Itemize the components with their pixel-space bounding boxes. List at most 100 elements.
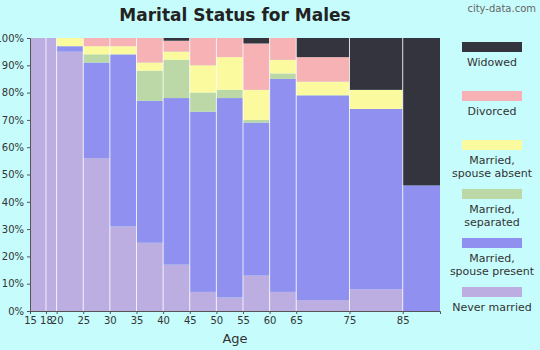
y-tick-label: 20% bbox=[2, 251, 24, 262]
legend-swatch bbox=[462, 91, 522, 101]
x-tick: 65 bbox=[290, 311, 303, 326]
bar-separator bbox=[269, 38, 270, 311]
x-tick: 50 bbox=[210, 311, 223, 326]
bar-segment bbox=[216, 90, 243, 98]
bar-segment bbox=[349, 109, 402, 289]
bar-segment bbox=[270, 38, 297, 39]
y-tick-label: 60% bbox=[2, 142, 24, 153]
x-tick-label: 50 bbox=[210, 315, 223, 326]
x-axis-title: Age bbox=[222, 331, 247, 346]
bar-segment bbox=[296, 57, 349, 82]
bar-segment bbox=[243, 123, 270, 276]
x-tick-label: 85 bbox=[397, 315, 410, 326]
bar-segment bbox=[190, 93, 217, 112]
x-tick: 30 bbox=[104, 311, 117, 326]
bar-segment bbox=[57, 52, 84, 311]
x-tick: 60 bbox=[264, 311, 277, 326]
x-tick-label: 30 bbox=[104, 315, 117, 326]
bar-separator bbox=[109, 38, 110, 311]
x-tick: 85 bbox=[397, 311, 410, 326]
y-tick-label: 90% bbox=[2, 60, 24, 71]
title: Marital Status for Males bbox=[119, 5, 350, 25]
y-tick-label: 30% bbox=[2, 224, 24, 235]
y-tick: 90% bbox=[2, 60, 30, 71]
bar-segment bbox=[83, 54, 110, 62]
y-tick-mark bbox=[27, 175, 30, 176]
y-tick-label: 40% bbox=[2, 197, 24, 208]
bar-segment bbox=[190, 38, 217, 39]
bar-segment bbox=[243, 90, 270, 120]
y-tick: 50% bbox=[2, 169, 30, 180]
bar-separator bbox=[402, 38, 403, 311]
x-tick: 20 bbox=[51, 311, 64, 326]
x-tick-mark bbox=[190, 311, 191, 314]
bar-segment bbox=[110, 38, 137, 46]
bar-segment bbox=[46, 38, 57, 311]
x-tick-mark bbox=[136, 311, 137, 314]
bar-segment bbox=[270, 38, 297, 60]
bar-segment bbox=[110, 46, 137, 54]
bar-segment bbox=[216, 98, 243, 297]
bar-segment bbox=[296, 82, 349, 96]
y-tick-label: 80% bbox=[2, 87, 24, 98]
bar-segment bbox=[190, 38, 217, 65]
x-tick-mark bbox=[270, 311, 271, 314]
bar-segment bbox=[243, 43, 270, 89]
bar-segment bbox=[136, 101, 163, 243]
legend-label: Married,separated bbox=[464, 203, 520, 229]
bar-separator bbox=[296, 38, 297, 311]
bar-segment bbox=[270, 292, 297, 311]
y-tick-mark bbox=[27, 284, 30, 285]
bar-separator bbox=[163, 38, 164, 311]
y-axis: 0% 10% 20% 30% 40% 50% 60% 70% 80% 90% 100% bbox=[0, 33, 31, 317]
y-tick-mark bbox=[27, 311, 30, 312]
bar-segment bbox=[296, 95, 349, 300]
y-tick-mark bbox=[27, 93, 30, 94]
y-axis-line bbox=[27, 39, 31, 312]
bar-segment bbox=[83, 46, 110, 54]
bar-segment bbox=[83, 63, 110, 159]
y-tick-label: 70% bbox=[2, 115, 24, 126]
bar-segment bbox=[216, 38, 243, 39]
bar-segment bbox=[57, 46, 84, 51]
x-tick-mark bbox=[216, 311, 217, 314]
bar-separator bbox=[136, 38, 137, 311]
y-tick-label: 0% bbox=[8, 306, 24, 317]
bar-segment bbox=[136, 38, 163, 39]
x-tick-label: 20 bbox=[51, 315, 64, 326]
y-tick: 10% bbox=[2, 278, 30, 289]
x-tick-mark bbox=[46, 311, 47, 314]
y-tick-mark bbox=[27, 147, 30, 148]
bar-segment bbox=[110, 54, 137, 226]
y-tick: 100% bbox=[0, 33, 30, 44]
x-tick-mark bbox=[57, 311, 58, 314]
y-tick: 20% bbox=[2, 251, 30, 262]
x-tick-mark bbox=[163, 311, 164, 314]
x-tick: 25 bbox=[77, 311, 90, 326]
bar-segment bbox=[163, 265, 190, 311]
bar-segment bbox=[243, 120, 270, 123]
bar-segment bbox=[46, 38, 57, 39]
legend-label: Married,spouse absent bbox=[452, 154, 533, 180]
bar-segment bbox=[136, 243, 163, 311]
bar-segment bbox=[30, 38, 46, 39]
y-tick: 40% bbox=[2, 197, 30, 208]
x-tick: 75 bbox=[344, 311, 357, 326]
x-tick-mark bbox=[110, 311, 111, 314]
y-tick-mark bbox=[27, 202, 30, 203]
bar-segment bbox=[163, 41, 190, 52]
chart: Marital Status for Malescity-data.com0%1… bbox=[0, 0, 540, 350]
bar-segment bbox=[110, 38, 137, 39]
x-tick-label: 35 bbox=[131, 315, 144, 326]
bar-separator bbox=[216, 38, 217, 311]
bar-segment bbox=[110, 226, 137, 311]
x-tick: 40 bbox=[157, 311, 170, 326]
bar-segment bbox=[403, 185, 440, 311]
bar-segment bbox=[46, 38, 57, 39]
legend-label: Married,spouse present bbox=[450, 252, 535, 278]
bar-segment bbox=[163, 52, 190, 60]
legend: WidowedDivorcedMarried,spouse absentMarr… bbox=[450, 42, 535, 314]
y-tick-mark bbox=[27, 256, 30, 257]
x-tick: 35 bbox=[131, 311, 144, 326]
bar-separator bbox=[349, 38, 350, 311]
